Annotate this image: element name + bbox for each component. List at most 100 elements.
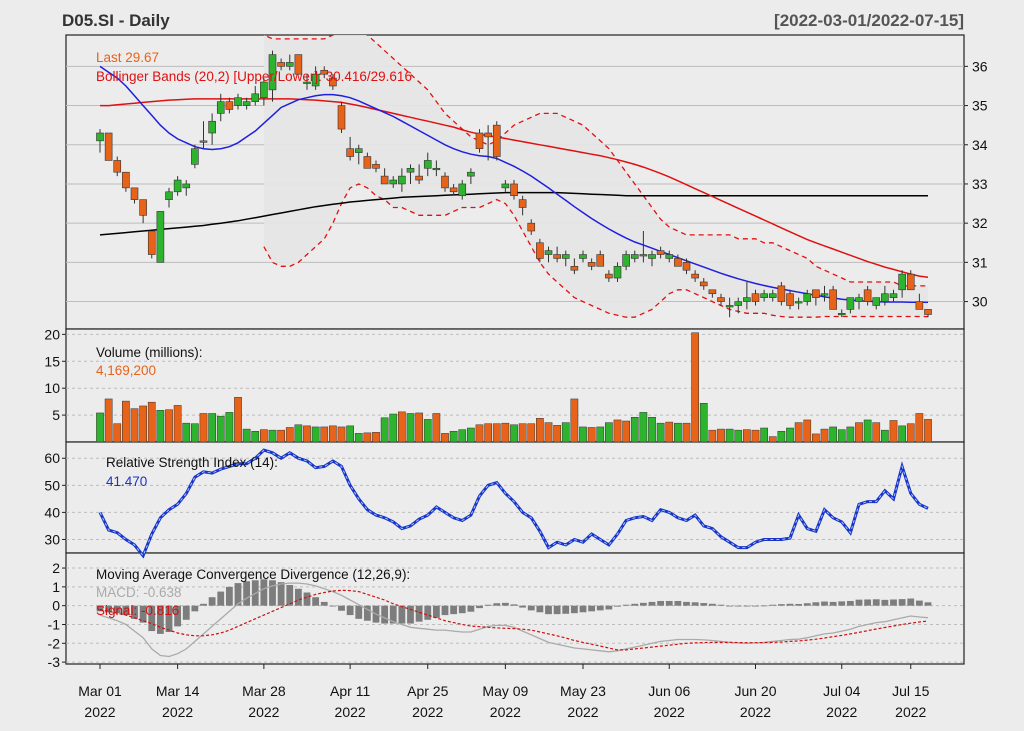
candle [96, 129, 104, 153]
candle-body [432, 167, 441, 171]
macd-histogram-bar [269, 580, 276, 606]
candle-body [613, 265, 622, 279]
macd-histogram-bar [596, 605, 604, 611]
date-range: [2022-03-01/2022-07-15] [774, 11, 964, 30]
macd-histogram-bar [631, 603, 639, 606]
candle-body [501, 183, 510, 189]
macd-histogram-bar [803, 603, 811, 606]
x-tick-year: 2022 [84, 704, 115, 720]
macd-histogram-bar [122, 605, 130, 616]
volume-bar [734, 429, 743, 443]
x-tick-year: 2022 [654, 704, 685, 720]
candle [777, 281, 786, 306]
macd-histogram-bar [898, 599, 906, 606]
candle [837, 309, 846, 318]
volume-bar [423, 419, 432, 443]
x-tick-label: Apr 11 [330, 683, 370, 699]
candle-body [527, 222, 536, 232]
volume-bar [786, 427, 794, 443]
macd-histogram-bar [355, 605, 363, 619]
volume-bar [441, 433, 449, 443]
candle [242, 97, 251, 110]
candle-body [260, 81, 268, 99]
macd-histogram-bar [277, 582, 285, 606]
volume-bar [139, 405, 147, 443]
candle [329, 74, 337, 90]
candle [803, 289, 812, 306]
candle-body [104, 132, 113, 161]
candle [613, 262, 622, 282]
volume-bar [285, 427, 294, 443]
candle-body [285, 62, 294, 67]
macd-histogram-bar [674, 600, 682, 606]
candle [527, 219, 536, 235]
volume-bar [363, 432, 372, 443]
macd-histogram-bar [260, 579, 268, 606]
macd-histogram-bar [329, 605, 337, 607]
candle [846, 297, 855, 314]
volume-bar [889, 420, 898, 443]
candle [863, 285, 872, 306]
candle [708, 289, 717, 298]
candle [191, 144, 199, 169]
candle-body [329, 77, 337, 87]
macd-histogram-bar [890, 599, 897, 606]
macd-histogram-bar [734, 605, 742, 607]
volume-bar [596, 426, 605, 443]
candle [691, 270, 699, 282]
chart-title: D05.SI - Daily [62, 11, 170, 30]
macd-tick-label: 2 [52, 560, 60, 576]
volume-bar [579, 426, 587, 443]
candle [268, 50, 277, 102]
macd-histogram-bar [510, 604, 518, 606]
volume-bar [165, 409, 173, 443]
candle [924, 309, 932, 318]
candle [423, 152, 432, 177]
candle [743, 281, 751, 310]
bollinger-band-fill [263, 35, 928, 318]
macd-histogram-bar [786, 603, 794, 606]
price-tick-label: 31 [972, 254, 988, 270]
macd-histogram-bar [234, 583, 242, 606]
macd-histogram-bar [795, 603, 803, 606]
macd-histogram-bar [407, 605, 414, 624]
volume-bar [191, 423, 199, 443]
candle [898, 270, 906, 298]
macd-histogram-bar [493, 603, 501, 606]
volume-bar [561, 422, 570, 443]
candle-body [165, 191, 173, 200]
macd-line [99, 582, 929, 658]
rsi-tick-label: 60 [44, 450, 60, 466]
candle-body [725, 305, 734, 308]
candle-body [406, 167, 415, 173]
candle [596, 250, 605, 267]
candle-body [699, 281, 708, 287]
macd-histogram-bar [622, 604, 630, 606]
volume-legend-title: Volume (millions): [96, 345, 203, 360]
candle [251, 85, 260, 106]
candle-body [734, 301, 743, 306]
candle-body [561, 254, 570, 259]
volume-bar [372, 432, 380, 443]
volume-bar [544, 422, 553, 443]
volume-bar [156, 410, 165, 443]
candle-body [846, 297, 855, 310]
macd-histogram-bar [381, 605, 389, 624]
candle [147, 230, 156, 259]
macd-histogram-bar [527, 605, 535, 611]
candle [656, 246, 665, 259]
macd-histogram-bar [96, 605, 104, 612]
volume-bar [605, 422, 613, 443]
candle [406, 164, 415, 184]
candle [139, 199, 147, 224]
candle [285, 54, 294, 71]
macd-histogram-bar [165, 605, 173, 633]
macd-histogram-bar [605, 605, 613, 610]
macd-histogram-bar [148, 605, 156, 632]
macd-histogram-bar [579, 605, 587, 613]
candle [337, 101, 346, 133]
candle [906, 270, 915, 291]
macd-histogram-bar [346, 605, 354, 616]
rsi-tick-label: 50 [44, 477, 60, 493]
candle-body [570, 265, 579, 271]
